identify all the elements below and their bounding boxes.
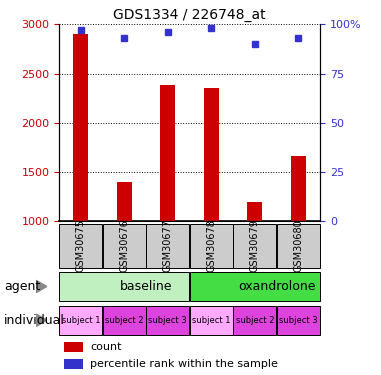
FancyBboxPatch shape	[233, 224, 276, 268]
Bar	[291, 156, 306, 221]
Text: subject 3: subject 3	[279, 316, 318, 325]
Text: GSM30679: GSM30679	[250, 219, 260, 272]
Text: oxandrolone: oxandrolone	[238, 280, 315, 293]
FancyBboxPatch shape	[190, 272, 320, 301]
Text: subject 2: subject 2	[235, 316, 274, 325]
FancyBboxPatch shape	[190, 306, 233, 335]
Bar	[73, 34, 88, 221]
FancyBboxPatch shape	[103, 224, 146, 268]
FancyBboxPatch shape	[59, 272, 189, 301]
Text: GSM30678: GSM30678	[206, 219, 216, 272]
Text: GSM30675: GSM30675	[76, 219, 86, 272]
Text: individual: individual	[4, 314, 65, 327]
Text: subject 1: subject 1	[62, 316, 100, 325]
Text: subject 2: subject 2	[105, 316, 144, 325]
Text: baseline: baseline	[120, 280, 172, 293]
Text: subject 1: subject 1	[192, 316, 231, 325]
Bar	[117, 182, 132, 221]
FancyBboxPatch shape	[59, 306, 102, 335]
FancyBboxPatch shape	[146, 224, 189, 268]
Bar	[204, 88, 219, 221]
Bar	[64, 342, 83, 352]
Text: subject 3: subject 3	[149, 316, 187, 325]
Text: GSM30677: GSM30677	[163, 219, 173, 272]
Polygon shape	[36, 280, 47, 292]
Bar	[64, 359, 83, 369]
Text: count: count	[90, 342, 122, 352]
Text: percentile rank within the sample: percentile rank within the sample	[90, 359, 278, 369]
FancyBboxPatch shape	[59, 224, 102, 268]
Polygon shape	[36, 314, 47, 326]
FancyBboxPatch shape	[103, 306, 146, 335]
Text: GSM30676: GSM30676	[119, 219, 129, 272]
FancyBboxPatch shape	[277, 306, 320, 335]
FancyBboxPatch shape	[146, 306, 189, 335]
Title: GDS1334 / 226748_at: GDS1334 / 226748_at	[113, 8, 266, 22]
FancyBboxPatch shape	[277, 224, 320, 268]
Text: GSM30680: GSM30680	[293, 219, 303, 272]
Bar	[247, 202, 263, 221]
Bar	[160, 86, 175, 221]
Text: agent: agent	[4, 280, 40, 293]
FancyBboxPatch shape	[233, 306, 276, 335]
FancyBboxPatch shape	[190, 224, 233, 268]
